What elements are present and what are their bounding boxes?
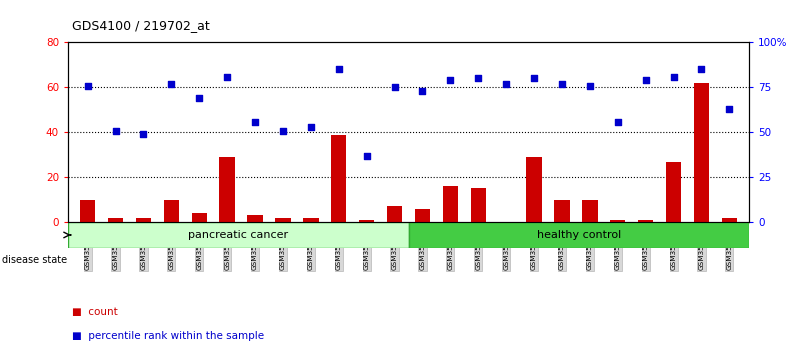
Bar (722, 218, 737, 222)
Point (304, 124, 317, 130)
Bar (638, 220, 654, 222)
Text: GSM356800: GSM356800 (196, 226, 202, 270)
Point (583, 83, 596, 88)
Text: healthy control: healthy control (537, 230, 621, 240)
Point (137, 131, 150, 137)
Point (556, 81, 569, 87)
Point (109, 128, 122, 133)
Text: GSM356813: GSM356813 (559, 226, 565, 270)
Text: GSM356797: GSM356797 (112, 226, 119, 270)
Text: GSM356818: GSM356818 (698, 226, 705, 270)
Point (500, 81, 513, 87)
Point (221, 74, 234, 79)
Text: GSM356801: GSM356801 (224, 226, 230, 270)
Bar (582, 200, 598, 222)
Bar (276, 218, 291, 222)
Bar (331, 135, 346, 222)
Text: GSM356814: GSM356814 (587, 226, 593, 270)
Bar (610, 220, 626, 222)
Bar (68, 222, 409, 248)
Bar (409, 222, 749, 248)
Bar (163, 200, 179, 222)
Text: GSM356809: GSM356809 (448, 226, 453, 270)
Bar (415, 209, 430, 222)
Bar (694, 83, 709, 222)
Point (416, 88, 429, 94)
Text: pancreatic cancer: pancreatic cancer (188, 230, 288, 240)
Text: GSM356805: GSM356805 (336, 226, 342, 270)
Text: GSM356806: GSM356806 (364, 226, 369, 270)
Text: disease state: disease state (2, 255, 66, 265)
Bar (471, 188, 486, 222)
Text: GSM356804: GSM356804 (308, 226, 314, 270)
Bar (248, 215, 263, 222)
Text: GSM356816: GSM356816 (642, 226, 649, 270)
Bar (554, 200, 570, 222)
Text: GDS4100 / 219702_at: GDS4100 / 219702_at (72, 19, 210, 32)
Point (528, 76, 541, 81)
Point (332, 67, 345, 72)
Bar (108, 218, 123, 222)
Text: GSM356812: GSM356812 (531, 226, 537, 270)
Text: GSM356802: GSM356802 (252, 226, 258, 270)
Point (276, 128, 289, 133)
Bar (80, 200, 95, 222)
Point (165, 81, 178, 87)
Bar (359, 220, 374, 222)
Bar (219, 157, 235, 222)
Bar (303, 218, 319, 222)
Point (360, 153, 373, 159)
Text: ■  count: ■ count (72, 307, 118, 316)
Bar (135, 218, 151, 222)
Text: GSM356799: GSM356799 (168, 226, 175, 270)
Bar (387, 206, 402, 222)
Point (444, 78, 457, 83)
Text: GSM356798: GSM356798 (140, 226, 147, 270)
Point (639, 78, 652, 83)
Point (81, 83, 94, 88)
Text: ■  percentile rank within the sample: ■ percentile rank within the sample (72, 331, 264, 341)
Text: GSM356815: GSM356815 (615, 226, 621, 270)
Bar (526, 157, 541, 222)
Bar (191, 213, 207, 222)
Point (723, 106, 736, 112)
Text: GSM356803: GSM356803 (280, 226, 286, 270)
Text: GSM356810: GSM356810 (475, 226, 481, 270)
Bar (666, 161, 682, 222)
Text: GSM356807: GSM356807 (392, 226, 397, 270)
Point (248, 119, 261, 124)
Text: GSM356811: GSM356811 (503, 226, 509, 270)
Point (667, 74, 680, 79)
Point (193, 95, 206, 101)
Text: GSM356796: GSM356796 (85, 226, 91, 270)
Point (611, 119, 624, 124)
Text: GSM356819: GSM356819 (727, 226, 732, 270)
Text: GSM356817: GSM356817 (670, 226, 677, 270)
Point (388, 85, 401, 90)
Point (472, 76, 485, 81)
Point (695, 67, 708, 72)
Text: GSM356808: GSM356808 (420, 226, 425, 270)
Bar (443, 186, 458, 222)
